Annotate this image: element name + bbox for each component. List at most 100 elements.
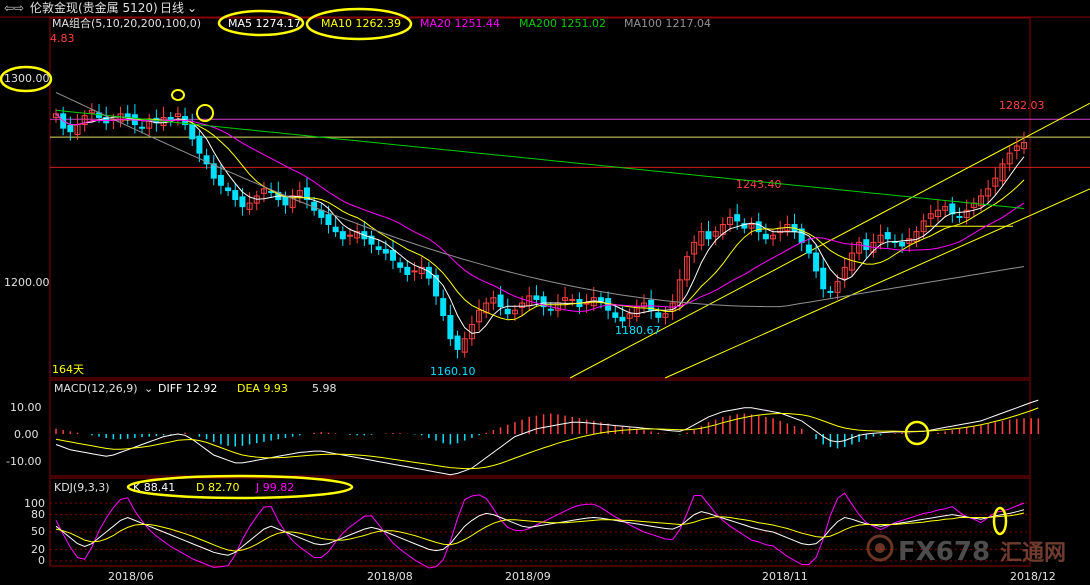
- highlight-ellipse-1300: [0, 65, 53, 93]
- macd-dea-line: [55, 407, 1039, 470]
- macd-diff-legend: DIFF 12.92: [158, 382, 217, 395]
- candle-body: [411, 270, 418, 273]
- candle-body: [856, 241, 863, 254]
- candle-body: [927, 213, 934, 219]
- highlight-ellipse-macd-cross: [904, 420, 930, 446]
- candle-body: [433, 274, 440, 297]
- candle-body: [770, 234, 777, 240]
- macd-diff-line: [55, 399, 1039, 476]
- ma10-line: [55, 113, 1025, 321]
- candle-body: [698, 231, 705, 246]
- candle-body: [863, 239, 870, 251]
- ma200-legend: MA200 1251.02: [519, 17, 606, 30]
- candle-body: [985, 188, 992, 197]
- peak-price-label: 1243.40: [736, 178, 782, 191]
- candle-body: [167, 116, 174, 120]
- highlight-ellipse-ma5: [217, 9, 305, 37]
- macd-y-tick-neg10: -10.00: [6, 455, 41, 468]
- kdj-y-tick-80: 80: [31, 508, 45, 521]
- candle-body: [942, 206, 949, 211]
- candle-body: [461, 338, 468, 353]
- kdj-y-tick-20: 20: [31, 543, 45, 556]
- candle-body: [203, 155, 210, 165]
- y-tick-1300: 1300.00: [4, 72, 50, 85]
- x-tick-2018-08: 2018/08: [367, 570, 413, 583]
- y-tick-1200: 1200.00: [4, 276, 50, 289]
- x-tick-2018-09: 2018/09: [505, 570, 551, 583]
- fx678-logo-icon: [866, 534, 894, 562]
- candle-body: [354, 231, 361, 239]
- candle-body: [196, 135, 203, 154]
- candle-body: [762, 233, 769, 240]
- candle-body: [533, 295, 540, 300]
- candle-body: [246, 202, 253, 210]
- candle-body: [1006, 152, 1013, 165]
- ma20-legend: MA20 1251.44: [420, 17, 500, 30]
- candle-body: [877, 234, 884, 243]
- candle-body: [1021, 141, 1027, 150]
- candle-body: [504, 308, 511, 315]
- chevron-down-icon[interactable]: ⌄: [144, 382, 153, 395]
- period-selector[interactable]: 日线 ⌄: [160, 0, 197, 16]
- candle-body: [390, 249, 397, 261]
- kdj-j-line: [55, 492, 1025, 569]
- kdj-k-legend: K 88.41: [133, 481, 175, 494]
- kdj-d-line: [55, 512, 1025, 552]
- candle-body: [117, 113, 124, 123]
- panel-border: [49, 477, 1031, 567]
- candle-body: [899, 241, 906, 247]
- panel-border: [49, 379, 1031, 477]
- candle-body: [956, 215, 963, 218]
- highlight-ellipse-ma10: [305, 7, 413, 41]
- candle-body: [734, 214, 741, 222]
- chevron-down-icon: ⌄: [187, 1, 198, 15]
- watermark-brand: FX678: [898, 537, 990, 567]
- macd-y-tick-0: 0.00: [14, 428, 39, 441]
- candle-body: [906, 238, 913, 244]
- candle-body: [755, 221, 762, 233]
- candle-body: [368, 235, 375, 245]
- candle-body: [88, 109, 95, 114]
- candle-body: [963, 209, 970, 218]
- watermark-cn: 汇通网: [1000, 541, 1066, 566]
- high-price-label: 1282.03: [999, 99, 1045, 112]
- x-tick-2018-11: 2018/11: [762, 570, 808, 583]
- candle-body: [569, 298, 576, 301]
- candle-body: [619, 316, 626, 322]
- back-forward-arrows-icon[interactable]: ⇦⇨: [4, 1, 25, 15]
- candle-body: [497, 294, 504, 308]
- candle-body: [562, 297, 569, 301]
- candle-body: [483, 302, 490, 314]
- period-label: 日线: [160, 1, 185, 15]
- candle-body: [748, 224, 755, 229]
- highlight-ellipse-small: [171, 89, 185, 101]
- low-price-label: 1160.10: [430, 365, 476, 378]
- candle-body: [583, 302, 590, 305]
- candle-body: [712, 231, 719, 237]
- candle-body: [382, 249, 389, 254]
- highlight-ellipse-kdj-cross: [992, 506, 1008, 536]
- candle-body: [124, 113, 131, 118]
- kdj-y-tick-50: 50: [31, 525, 45, 538]
- candle-body: [418, 266, 425, 275]
- instrument-title[interactable]: 伦敦金现(贵金属 5120): [30, 1, 158, 15]
- candle-body: [884, 232, 891, 240]
- panel-border: [49, 17, 1031, 379]
- candle-body: [375, 246, 382, 251]
- macd-y-tick-10: 10.00: [10, 401, 42, 414]
- candle-body: [440, 298, 447, 317]
- candle-body: [318, 209, 325, 218]
- x-tick-2018-12: 2018/12: [1010, 570, 1056, 583]
- candle-body: [210, 163, 217, 179]
- candle-body: [640, 302, 647, 308]
- candle-body: [239, 196, 246, 208]
- candle-body: [397, 262, 404, 268]
- candle-body: [626, 313, 633, 319]
- candle-body: [827, 290, 834, 293]
- kdj-j-legend: J 99.82: [255, 481, 294, 494]
- candle-body: [547, 308, 554, 311]
- candle-body: [999, 163, 1006, 182]
- trend-channel-lower: [664, 188, 1090, 379]
- candle-body: [490, 297, 497, 304]
